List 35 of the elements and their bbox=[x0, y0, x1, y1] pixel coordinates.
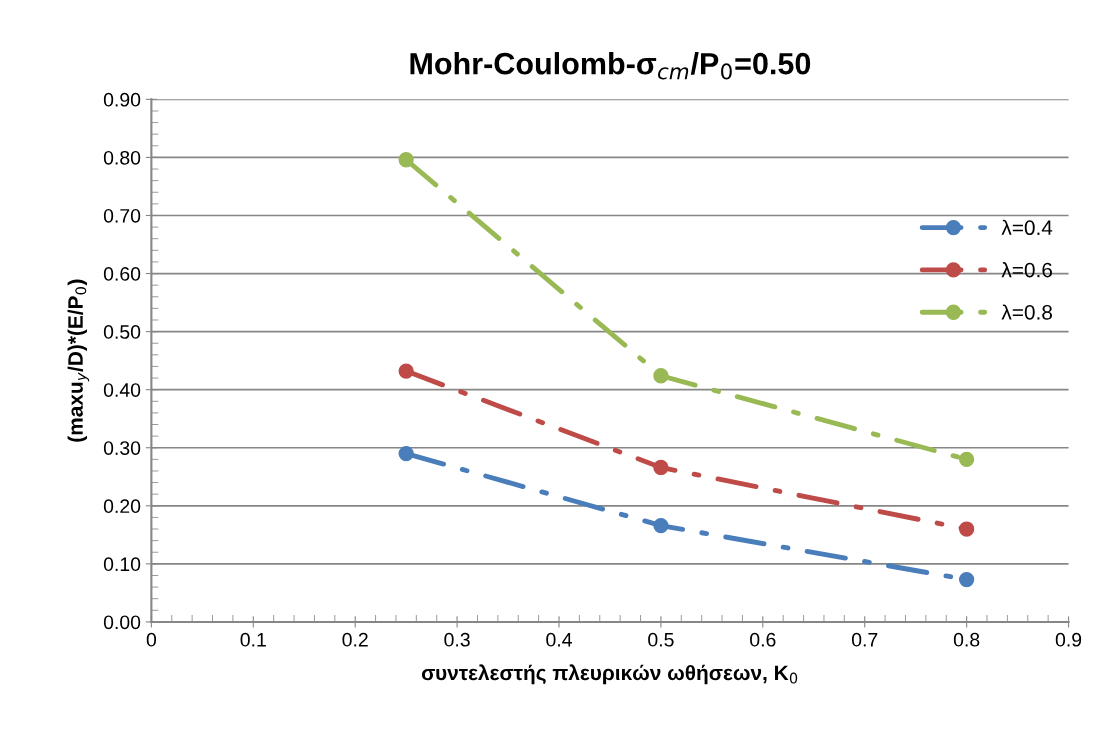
point bbox=[398, 445, 414, 462]
point bbox=[958, 571, 975, 588]
x-tick-label: 0.1 bbox=[240, 632, 266, 647]
x-tick-label: 0.8 bbox=[953, 632, 980, 647]
point bbox=[653, 459, 669, 476]
x-tick-label: 0 bbox=[146, 632, 157, 647]
y-tick-label: 0.90 bbox=[103, 92, 141, 107]
x-tick-label: 0.5 bbox=[648, 632, 674, 647]
y-tick-label: 0.70 bbox=[103, 208, 141, 223]
x-axis-title: συντελεστής πλευρικών ωθήσεων, K$_{0}$ bbox=[421, 664, 798, 685]
legend-label: λ=0.6 bbox=[1001, 262, 1052, 278]
x-tick-label: 0.6 bbox=[750, 632, 776, 647]
x-tick-label: 0.2 bbox=[342, 632, 368, 647]
y-tick-label: 0.00 bbox=[103, 615, 141, 630]
x-tick-label: 0.3 bbox=[444, 632, 470, 647]
y-tick-label: 0.20 bbox=[103, 499, 141, 514]
y-tick-label: 0.30 bbox=[103, 441, 141, 455]
point bbox=[958, 521, 975, 537]
x-tick-label: 0.7 bbox=[851, 632, 878, 647]
x-tick-label: 0.4 bbox=[546, 632, 572, 647]
y-tick-label: 0.50 bbox=[103, 325, 141, 339]
legend-label: λ=0.4 bbox=[1001, 219, 1053, 236]
x-tick-label: 0.9 bbox=[1055, 632, 1082, 647]
y-tick-label: 0.80 bbox=[103, 150, 141, 165]
point bbox=[653, 517, 669, 534]
chart-title: Mohr-Coulomb-σ$_{cm}$/P$_{0}$=0.50 bbox=[410, 52, 811, 80]
y-tick-label: 0.10 bbox=[103, 557, 141, 572]
y-axis-title: (maxu$_{y}$/D)*(E/P$_{0}$) bbox=[67, 279, 90, 442]
y-tick-label: 0.40 bbox=[103, 383, 141, 397]
point bbox=[398, 363, 414, 379]
point bbox=[958, 451, 975, 467]
point bbox=[398, 152, 414, 168]
y-tick-label: 0.60 bbox=[103, 267, 141, 281]
legend-label: λ=0.8 bbox=[1001, 304, 1052, 320]
point bbox=[653, 368, 669, 384]
